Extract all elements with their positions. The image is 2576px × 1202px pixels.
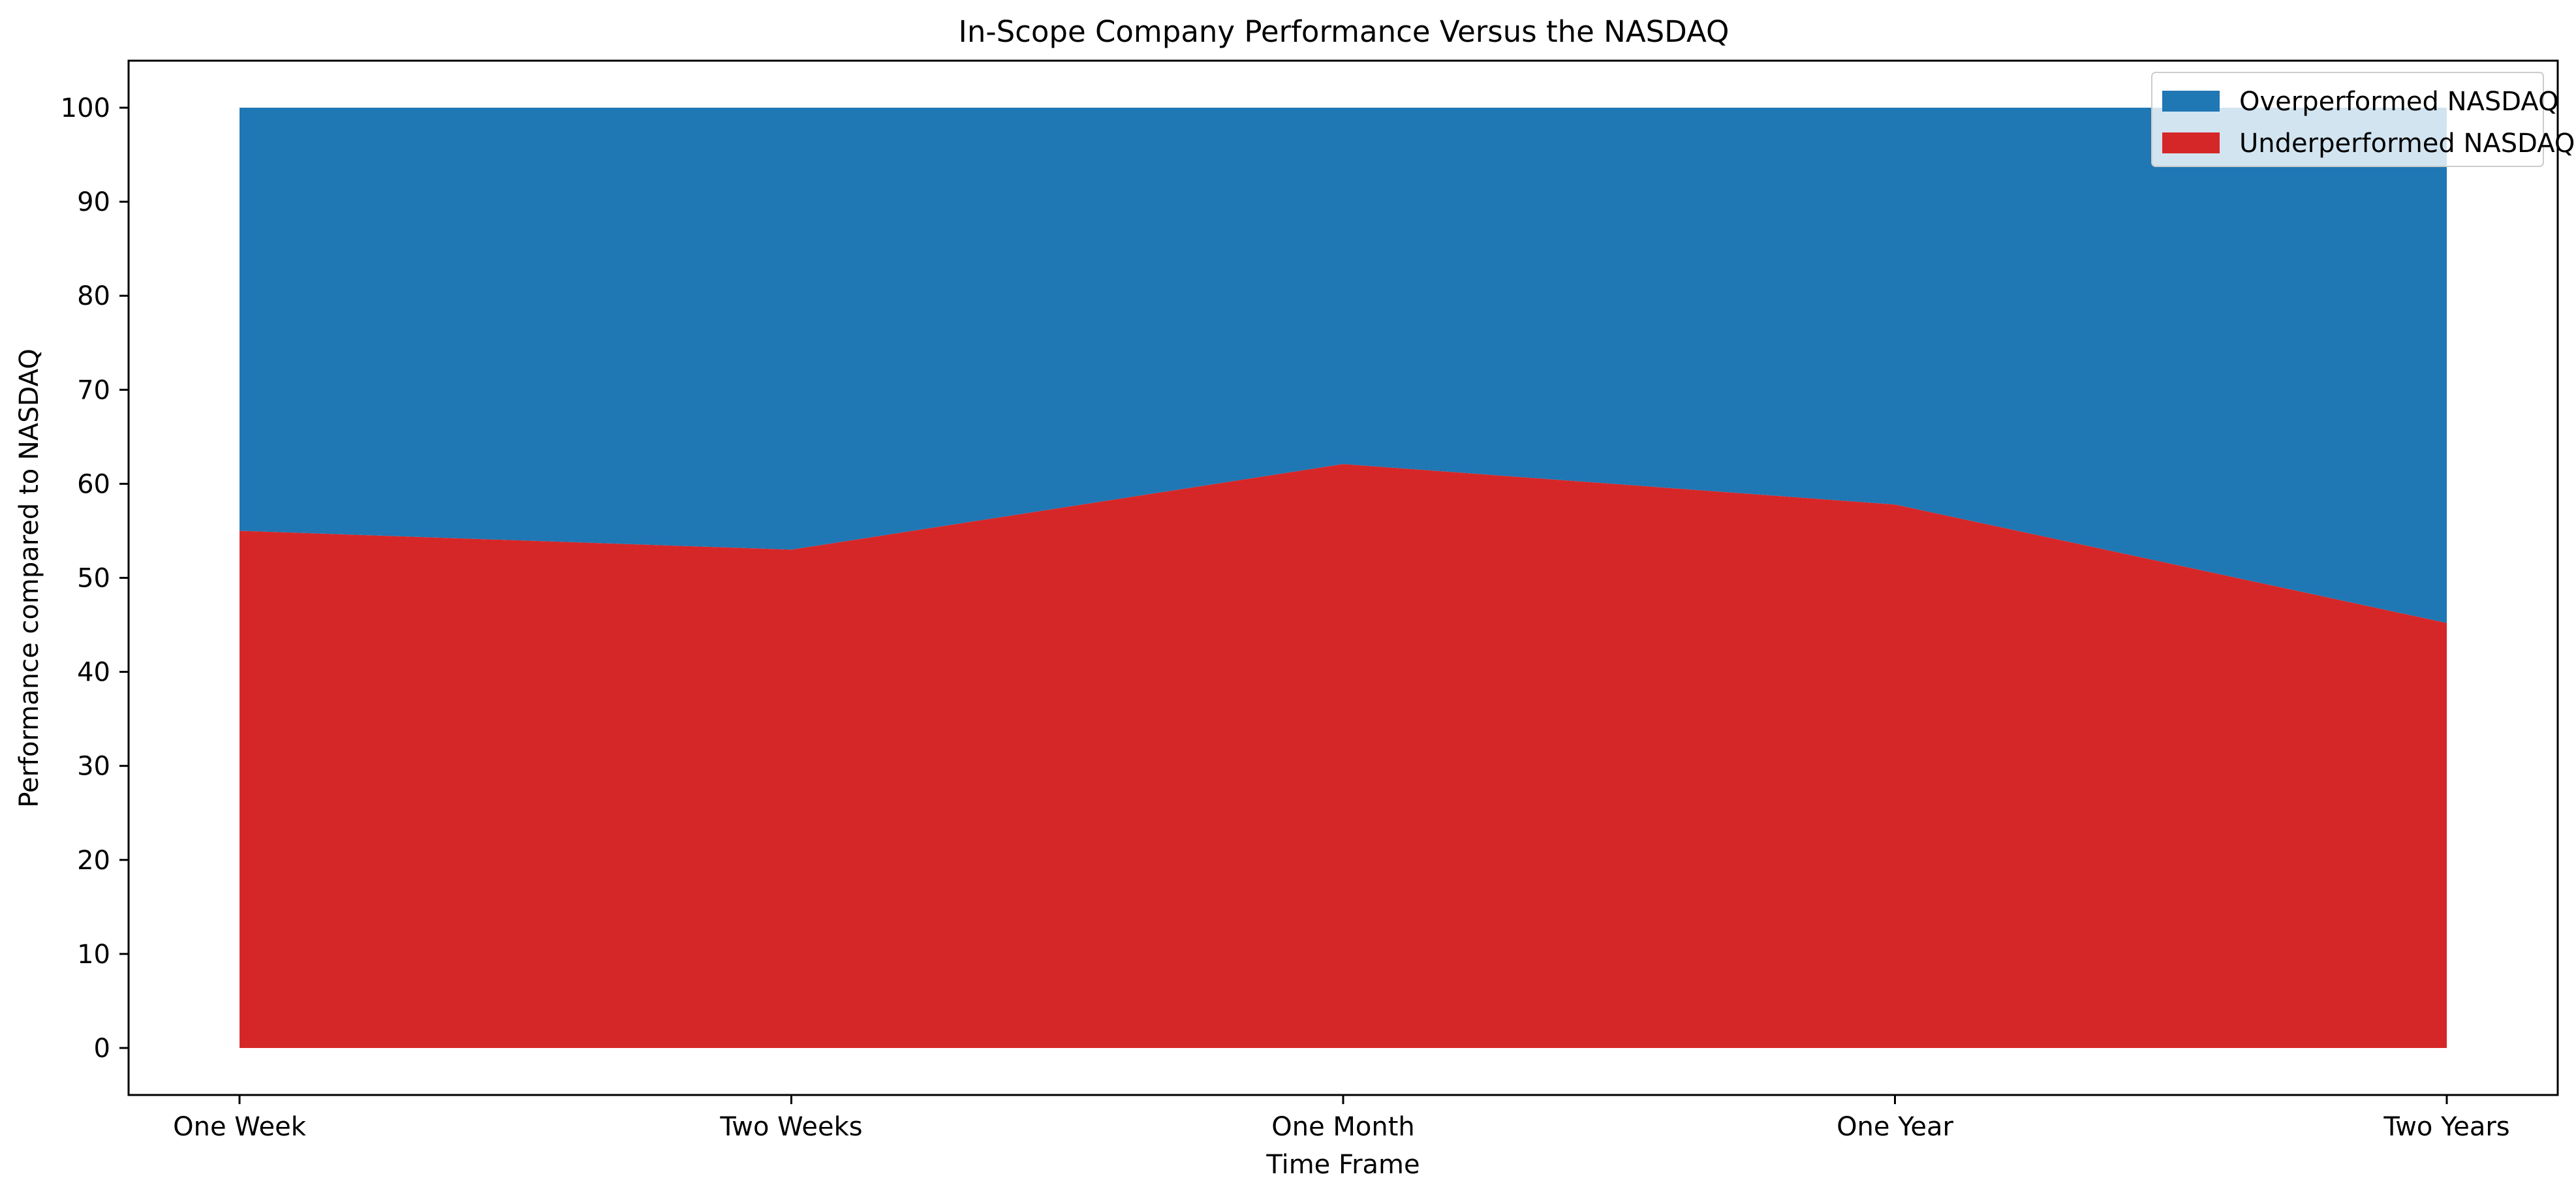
y-tick-label: 60 [77,469,110,499]
y-tick-label: 70 [77,375,110,405]
areas-layer [240,108,2447,1048]
y-tick-label: 10 [77,940,110,970]
chart-title: In-Scope Company Performance Versus the … [959,14,1730,49]
area-underperformed-nasdaq [240,464,2447,1048]
x-tick-label: Two Years [2383,1112,2509,1142]
x-tick-label: One Year [1837,1112,1953,1142]
legend-frame [2151,72,2544,167]
y-axis-label: Performance compared to NASDAQ [14,348,44,808]
legend-swatch-overperformed-nasdaq [2162,91,2220,112]
y-tick-label: 80 [77,281,110,311]
y-axis: 0 10 20 30 40 50 60 70 80 90 100 [61,93,129,1064]
y-tick-label: 50 [77,564,110,594]
y-tick-label: 0 [94,1034,110,1064]
y-tick-label: 100 [61,93,110,123]
x-axis: One Week Two Weeks One Month One Year Two Ye… [173,1095,2510,1142]
x-tick-label: Two Weeks [719,1112,862,1142]
x-axis-label: Time Frame [1265,1150,1420,1180]
x-tick-label: One Week [173,1112,307,1142]
y-tick-label: 20 [77,846,110,876]
legend-label-underperformed-nasdaq: Underperformed NASDAQ [2239,129,2575,159]
area-overperformed-nasdaq [240,108,2447,623]
legend-swatch-underperformed-nasdaq [2162,132,2220,153]
legend: Overperformed NASDAQ Underperformed NASDA… [2151,72,2575,167]
legend-label-overperformed-nasdaq: Overperformed NASDAQ [2239,87,2559,117]
y-tick-label: 90 [77,187,110,217]
y-tick-label: 30 [77,752,110,782]
y-tick-label: 40 [77,658,110,688]
x-tick-label: One Month [1271,1112,1415,1142]
